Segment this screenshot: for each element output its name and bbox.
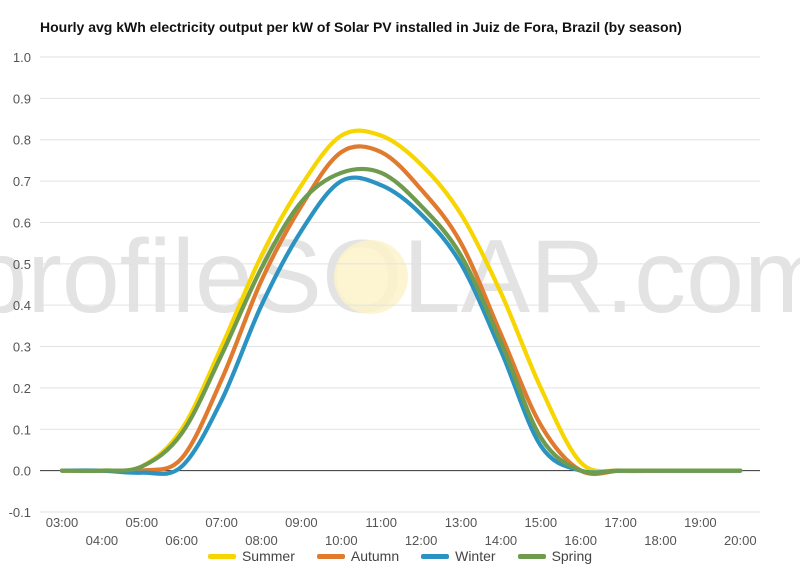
x-tick-label: 15:00: [525, 515, 558, 530]
y-tick-label: 0.8: [13, 133, 31, 148]
legend-item-winter: Winter: [421, 548, 496, 564]
legend-item-spring: Spring: [517, 548, 593, 564]
x-tick-label: 18:00: [644, 533, 677, 548]
y-tick-label: 0.3: [13, 340, 31, 355]
y-tick-label: 0.9: [13, 91, 31, 106]
x-tick-label: 16:00: [564, 533, 597, 548]
legend-swatch: [517, 553, 546, 559]
x-tick-label: 07:00: [205, 515, 238, 530]
y-tick-label: 1.0: [13, 50, 31, 65]
legend-label: Spring: [551, 548, 593, 564]
y-tick-label: 0.1: [13, 422, 31, 437]
legend-label: Autumn: [350, 548, 400, 564]
legend-swatch: [207, 553, 236, 559]
x-tick-label: 06:00: [165, 533, 198, 548]
legend-label: Winter: [455, 548, 496, 564]
y-tick-label: 0.2: [13, 381, 31, 396]
y-axis-ticks: 1.0 0.9 0.8 0.7 0.6 0.5 0.4 0.3 0.2 0.1 0.0 -0.1: [9, 50, 31, 520]
series-lines: [59, 128, 743, 477]
x-tick-label: 04:00: [86, 533, 119, 548]
x-tick-label: 08:00: [245, 533, 278, 548]
y-tick-label: 0.0: [13, 464, 31, 479]
x-tick-label: 13:00: [445, 515, 478, 530]
x-tick-label: 17:00: [604, 515, 637, 530]
x-tick-label: 11:00: [365, 515, 397, 530]
y-tick-label: 0.7: [13, 174, 31, 189]
y-tick-label: 0.5: [13, 257, 31, 272]
legend-item-summer: Summer: [207, 548, 295, 564]
y-tick-label: 0.4: [13, 298, 31, 313]
y-tick-label: -0.1: [9, 505, 31, 520]
series-line-spring: [59, 166, 743, 476]
chart-title: Hourly avg kWh electricity output per kW…: [40, 19, 682, 35]
x-axis-ticks: 03:00 04:00 05:00 06:00 07:00 08:00 09:00 10:00…: [46, 515, 757, 548]
x-tick-label: 10:00: [325, 533, 358, 548]
legend-label: Summer: [241, 548, 295, 564]
legend-swatch: [421, 553, 450, 559]
legend: Summer Autumn Winter Spring: [0, 548, 800, 564]
grid-lines: [40, 56, 760, 513]
x-tick-label: 09:00: [285, 515, 318, 530]
legend-item-autumn: Autumn: [316, 548, 400, 564]
x-tick-label: 19:00: [684, 515, 717, 530]
x-tick-label: 05:00: [126, 515, 159, 530]
x-tick-label: 12:00: [405, 533, 438, 548]
x-tick-label: 14:00: [485, 533, 518, 548]
x-tick-label: 03:00: [46, 515, 79, 530]
legend-swatch: [316, 553, 345, 559]
watermark-sun-icon: [334, 240, 408, 314]
x-tick-label: 20:00: [724, 533, 757, 548]
y-tick-label: 0.6: [13, 215, 31, 230]
